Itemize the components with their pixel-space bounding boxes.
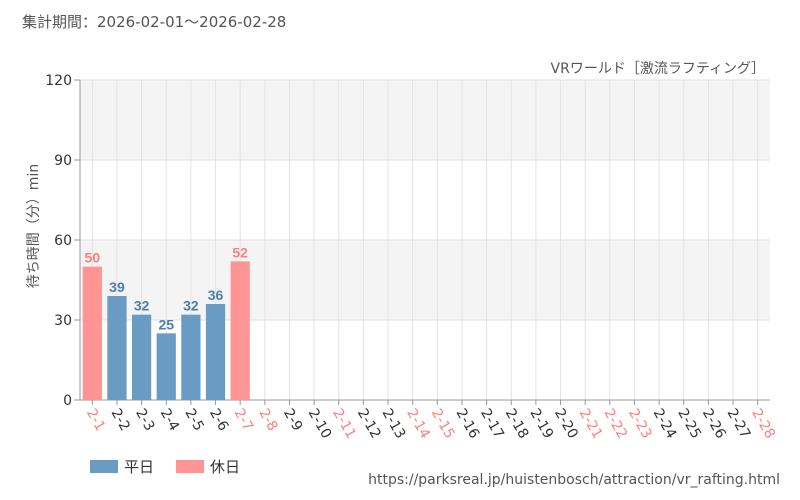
bar-2-2 bbox=[107, 296, 127, 400]
y-tick-label: 120 bbox=[45, 73, 72, 89]
data-label-2-3: 32 bbox=[134, 298, 150, 314]
bar-2-3 bbox=[131, 314, 152, 400]
y-tick-label: 30 bbox=[54, 313, 72, 329]
x-tick-label: 2-1 bbox=[83, 406, 108, 434]
x-tick-label: 2-8 bbox=[255, 406, 280, 434]
data-label-2-6: 36 bbox=[208, 287, 224, 303]
x-tick-label: 2-21 bbox=[576, 406, 606, 442]
x-tick-label: 2-15 bbox=[428, 406, 458, 442]
bar-2-5 bbox=[181, 314, 201, 400]
x-tick-label: 2-12 bbox=[354, 406, 384, 442]
bar-2-7 bbox=[230, 261, 250, 400]
legend-item-weekday: 平日 bbox=[90, 456, 154, 477]
x-tick-label: 2-20 bbox=[551, 406, 581, 442]
data-label-2-1: 50 bbox=[85, 250, 101, 266]
x-tick-label: 2-7 bbox=[231, 406, 256, 434]
data-label-2-7: 52 bbox=[232, 244, 248, 260]
legend-item-holiday: 休日 bbox=[176, 456, 240, 477]
wait-time-chart: 0 30 60 90 120 50 2-1 39 2-2 32 2-3 25 2-4 32 2-5 36 2-6… bbox=[45, 73, 778, 442]
legend-swatch-weekday bbox=[90, 460, 118, 473]
x-tick-label: 2-9 bbox=[280, 406, 305, 434]
x-tick-label: 2-3 bbox=[132, 406, 157, 434]
x-tick-label: 2-22 bbox=[600, 406, 630, 442]
bar-2-6 bbox=[205, 304, 226, 400]
x-tick-label: 2-4 bbox=[157, 406, 182, 434]
x-tick-label: 2-18 bbox=[502, 406, 532, 442]
period-text: 集計期間：2026-02-01～2026-02-28 bbox=[22, 13, 287, 31]
bar-2-4 bbox=[156, 333, 176, 400]
x-tick-label: 2-26 bbox=[699, 406, 729, 442]
grid-band bbox=[80, 80, 770, 160]
x-tick-label: 2-17 bbox=[477, 406, 507, 442]
x-tick-label: 2-11 bbox=[329, 406, 359, 442]
legend-swatch-holiday bbox=[176, 460, 205, 473]
x-tick-label: 2-19 bbox=[526, 406, 556, 442]
x-tick-label: 2-5 bbox=[181, 406, 206, 434]
x-tick-label: 2-23 bbox=[625, 406, 655, 442]
x-tick-label: 2-14 bbox=[403, 406, 433, 442]
legend-label-holiday: 休日 bbox=[210, 458, 241, 476]
y-tick-label: 60 bbox=[54, 233, 72, 249]
data-label-2-5: 32 bbox=[183, 298, 199, 314]
x-tick-label: 2-28 bbox=[748, 406, 778, 442]
legend: 平日 休日 bbox=[90, 456, 240, 477]
x-tick-label: 2-24 bbox=[650, 406, 680, 442]
legend-label-weekday: 平日 bbox=[124, 458, 155, 476]
bar-2-1 bbox=[82, 266, 102, 400]
data-label-2-4: 25 bbox=[158, 316, 174, 332]
source-url: https://parksreal.jp/huistenbosch/attrac… bbox=[368, 472, 780, 488]
x-tick-label: 2-25 bbox=[674, 406, 704, 442]
data-label-2-2: 39 bbox=[109, 279, 125, 295]
grid-band bbox=[80, 240, 770, 320]
x-tick-label: 2-6 bbox=[206, 406, 231, 434]
x-tick-label: 2-13 bbox=[379, 406, 409, 442]
y-tick-label: 90 bbox=[54, 153, 72, 169]
x-tick-label: 2-2 bbox=[108, 406, 133, 434]
chart-subtitle: VRワールド［激流ラフティング］ bbox=[550, 61, 765, 77]
x-tick-label: 2-27 bbox=[724, 406, 754, 442]
x-tick-label: 2-10 bbox=[305, 406, 335, 442]
y-tick-label: 0 bbox=[63, 393, 72, 409]
x-tick-label: 2-16 bbox=[453, 406, 483, 442]
